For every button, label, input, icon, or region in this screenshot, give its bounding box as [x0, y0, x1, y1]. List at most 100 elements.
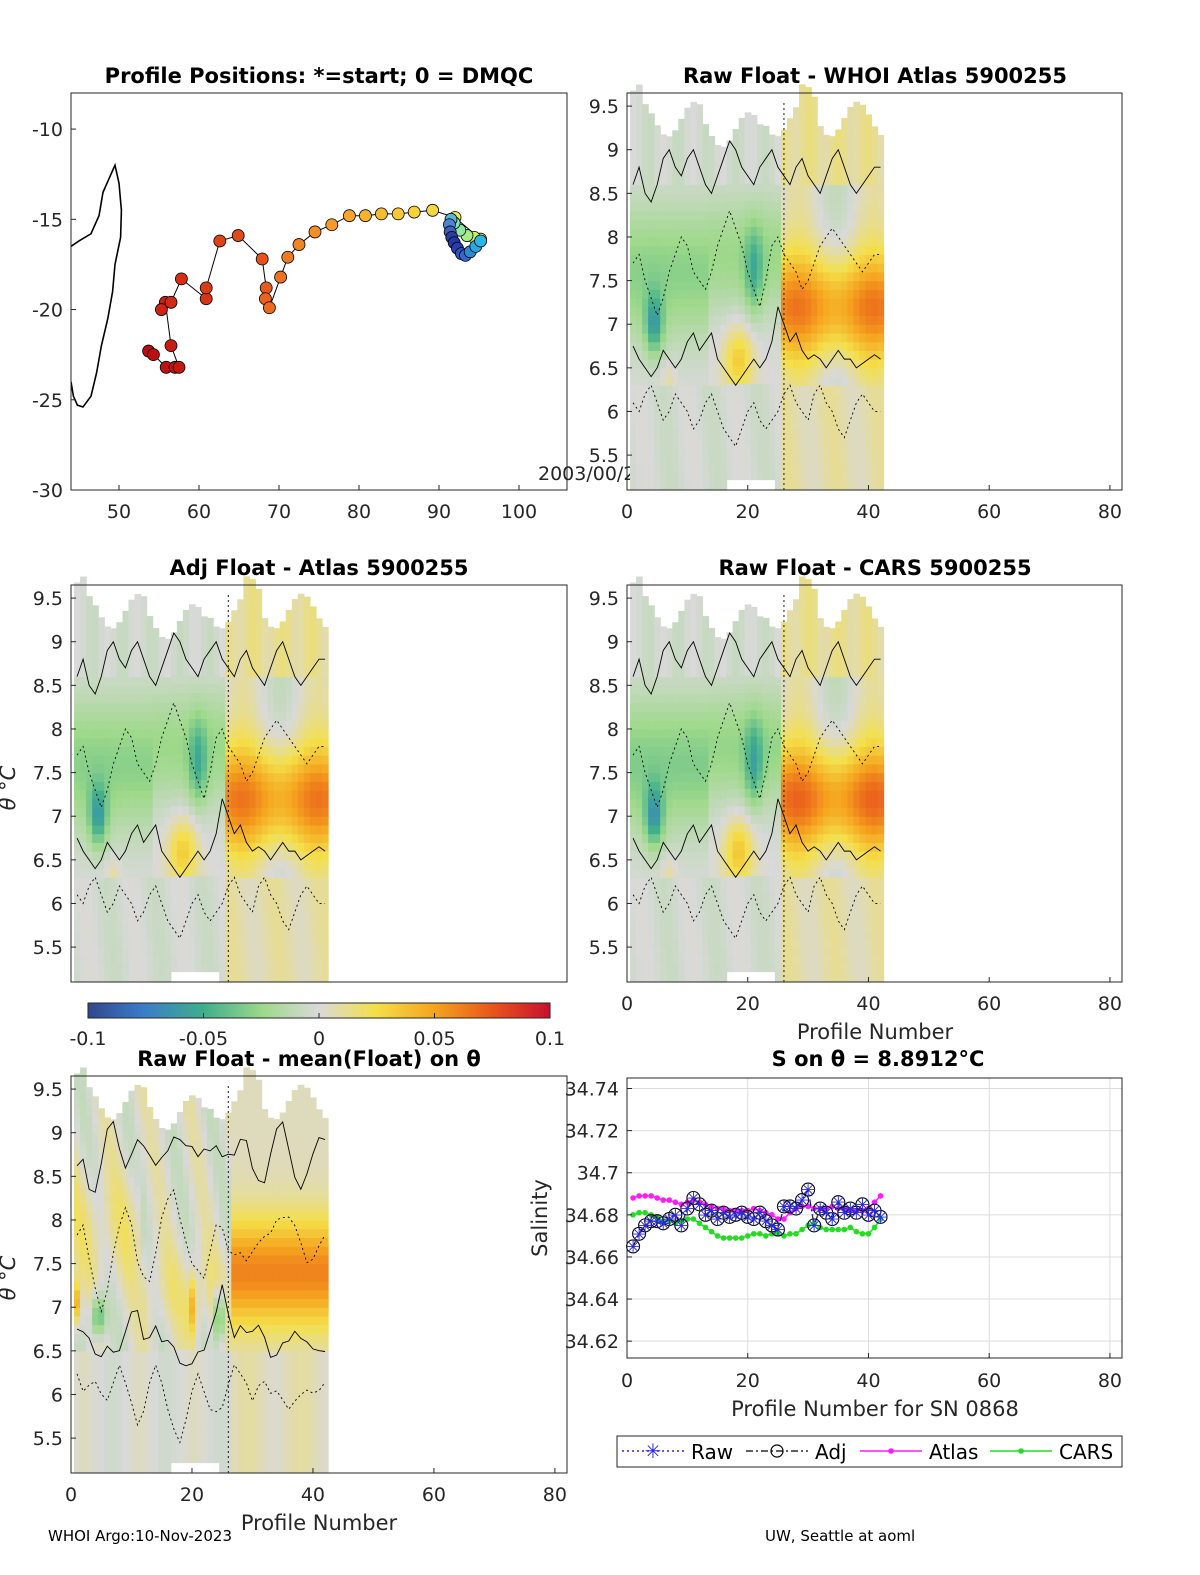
- heatmap-cell: [219, 842, 226, 852]
- heatmap-cell: [122, 877, 130, 887]
- heatmap-cell: [630, 123, 637, 133]
- heatmap-cell: [690, 868, 698, 878]
- heatmap-cell: [164, 781, 172, 791]
- heatmap-cell: [793, 929, 800, 939]
- heatmap-cell: [128, 912, 136, 922]
- heatmap-cell: [805, 973, 812, 983]
- heatmap-cell: [805, 236, 812, 247]
- heatmap-cell: [158, 920, 166, 931]
- heatmap-cell: [690, 359, 698, 369]
- heatmap-cell: [80, 650, 87, 660]
- heatmap-cell: [732, 770, 740, 781]
- heatmap-cell: [714, 402, 722, 413]
- heatmap-cell: [696, 632, 704, 643]
- heatmap-cell: [297, 606, 305, 617]
- heatmap-cell: [708, 659, 716, 669]
- heatmap-cell: [666, 859, 673, 870]
- heatmap-ytick-label: 6.5: [589, 358, 619, 380]
- heatmap-cell: [877, 298, 885, 308]
- profile-position: [231, 229, 245, 242]
- heatmap-cell: [122, 746, 130, 756]
- heatmap-cell: [793, 624, 800, 634]
- heatmap-cell: [92, 920, 99, 931]
- heatmap-cell: [255, 667, 263, 678]
- heatmap-cell: [98, 790, 105, 800]
- heatmap-cell: [805, 271, 812, 282]
- heatmap-cell: [322, 868, 329, 878]
- heatmap-cell: [322, 641, 329, 652]
- heatmap-cell: [122, 938, 130, 948]
- heatmap-cell: [865, 472, 873, 482]
- heatmap-cell: [104, 728, 111, 739]
- heatmap-cell: [768, 435, 776, 446]
- heatmap-cell: [853, 210, 861, 221]
- heatmap-cell: [213, 875, 220, 885]
- heatmap-cell: [654, 385, 661, 395]
- heatmap-cell: [799, 694, 806, 704]
- heatmap-cell: [207, 657, 214, 667]
- heatmap-cell: [774, 202, 782, 212]
- heatmap-cell: [140, 824, 148, 835]
- heatmap-cell: [309, 763, 317, 774]
- heatmap-cell: [853, 437, 861, 447]
- heatmap-cell: [164, 903, 172, 913]
- heatmap-cell: [811, 123, 818, 133]
- heatmap-cell: [793, 472, 800, 482]
- heatmap-cell: [696, 167, 704, 177]
- heatmap-cell: [786, 894, 794, 905]
- heatmap-cell: [249, 859, 257, 870]
- heatmap-cell: [714, 184, 722, 194]
- heatmap-cell: [642, 798, 649, 809]
- heatmap-cell: [774, 184, 782, 194]
- heatmap-cell: [768, 831, 776, 842]
- heatmap-cell: [793, 694, 800, 704]
- heatmap-cell: [309, 903, 317, 913]
- heatmap-cell: [768, 200, 776, 210]
- heatmap-cell: [261, 702, 269, 713]
- heatmap-cell: [122, 973, 130, 983]
- heatmap-cell: [74, 694, 81, 704]
- heatmap-cell: [213, 849, 220, 859]
- heatmap-cell: [678, 912, 685, 922]
- heatmap-cell: [219, 728, 226, 739]
- heatmap-cell: [116, 868, 124, 878]
- heatmap-cell: [128, 641, 136, 652]
- heatmap-cell: [279, 676, 287, 686]
- profile-position: [255, 252, 269, 266]
- heatmap-cell: [188, 735, 196, 746]
- heatmap-cell: [152, 894, 160, 905]
- heatmap-cell: [660, 772, 667, 782]
- heatmap-cell: [732, 129, 740, 132]
- heatmap-cell: [696, 886, 704, 896]
- heatmap-cell: [297, 755, 305, 765]
- heatmap-cell: [805, 938, 812, 948]
- heatmap-cell: [690, 851, 698, 861]
- heatmap-cell: [297, 650, 305, 660]
- heatmap-cell: [666, 350, 673, 360]
- heatmap-cell: [823, 298, 830, 308]
- heatmap-cell: [140, 964, 148, 974]
- heatmap-cell: [696, 929, 704, 939]
- heatmap-ytick-label: 7: [607, 314, 619, 336]
- heatmap-cell: [315, 685, 323, 695]
- heatmap-cell: [799, 702, 806, 713]
- heatmap-cell: [237, 816, 244, 826]
- heatmap-cell: [261, 938, 269, 948]
- heatmap-cell: [744, 858, 752, 868]
- heatmap-cell: [714, 306, 722, 317]
- heatmap-cell: [303, 737, 311, 748]
- heatmap-cell: [152, 973, 160, 983]
- heatmap-cell: [799, 132, 806, 142]
- heatmap-cell: [786, 728, 794, 739]
- heatmap-cell: [672, 763, 679, 774]
- heatmap-cell: [195, 770, 202, 781]
- heatmap-cell: [243, 659, 251, 669]
- heatmap-cell: [793, 859, 800, 870]
- heatmap-cell: [642, 420, 649, 430]
- heatmap-cell: [799, 737, 806, 748]
- heatmap-cell: [261, 842, 269, 852]
- heatmap-cell: [648, 833, 655, 843]
- heatmap-cell: [195, 875, 202, 885]
- heatmap-cell: [744, 605, 752, 615]
- heatmap-cell: [805, 903, 812, 913]
